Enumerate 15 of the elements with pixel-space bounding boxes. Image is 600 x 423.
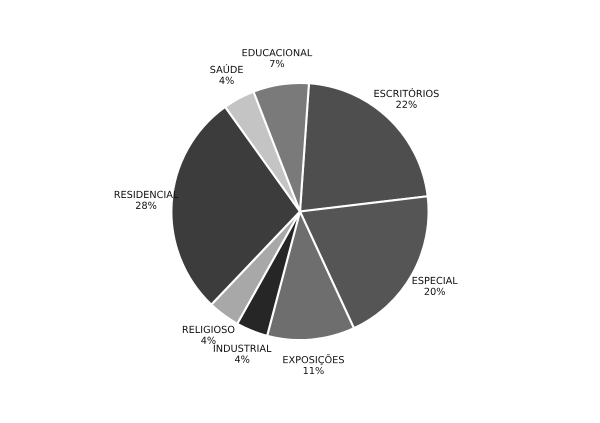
slice-label: ESPECIAL	[412, 276, 458, 284]
slice-label: RELIGIOSO	[182, 326, 234, 334]
slice-label: EXPOSIÇÕES	[283, 354, 344, 366]
slice-label: INDUSTRIAL	[214, 344, 272, 352]
slice-label: SAÚDE	[210, 64, 243, 74]
data-label: 22%	[396, 100, 417, 108]
slice-label: EDUCACIONAL	[242, 48, 312, 56]
data-label: 4%	[219, 76, 234, 84]
slice-label: ESCRITÓRIOS	[374, 88, 439, 98]
data-label: 7%	[270, 60, 284, 68]
data-label: 20%	[424, 288, 445, 296]
data-label: 11%	[304, 366, 324, 374]
data-label: 28%	[136, 202, 156, 209]
data-label: 4%	[201, 336, 216, 344]
data-label: 4%	[234, 355, 250, 363]
